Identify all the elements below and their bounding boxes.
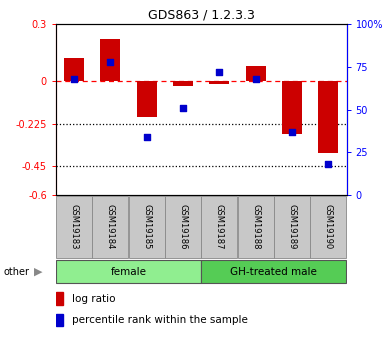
Text: percentile rank within the sample: percentile rank within the sample xyxy=(72,315,248,325)
Bar xyxy=(100,39,121,81)
Bar xyxy=(282,81,302,134)
Point xyxy=(180,105,186,111)
Text: other: other xyxy=(4,267,30,277)
Text: female: female xyxy=(110,267,147,277)
Text: GSM19187: GSM19187 xyxy=(215,204,224,249)
FancyBboxPatch shape xyxy=(56,196,92,258)
Point xyxy=(107,59,114,65)
Text: GSM19189: GSM19189 xyxy=(288,204,296,249)
Point xyxy=(289,129,295,135)
Text: GSM19190: GSM19190 xyxy=(324,204,333,249)
FancyBboxPatch shape xyxy=(92,196,128,258)
Text: log ratio: log ratio xyxy=(72,294,116,304)
Bar xyxy=(173,81,193,86)
FancyBboxPatch shape xyxy=(274,196,310,258)
Bar xyxy=(137,81,157,117)
Text: GH-treated male: GH-treated male xyxy=(230,267,317,277)
Text: ▶: ▶ xyxy=(34,267,42,277)
FancyBboxPatch shape xyxy=(310,196,346,258)
Point xyxy=(253,76,259,81)
Text: GSM19185: GSM19185 xyxy=(142,204,151,249)
Point xyxy=(144,134,150,140)
Text: GSM19183: GSM19183 xyxy=(69,204,79,249)
Bar xyxy=(56,292,63,305)
Point xyxy=(325,161,331,167)
Bar xyxy=(318,81,338,153)
Bar xyxy=(246,66,266,81)
Point xyxy=(216,69,223,75)
FancyBboxPatch shape xyxy=(201,196,237,258)
FancyBboxPatch shape xyxy=(165,196,201,258)
Bar xyxy=(56,314,63,326)
Bar xyxy=(209,81,229,84)
Text: GSM19186: GSM19186 xyxy=(179,204,187,249)
FancyBboxPatch shape xyxy=(238,196,274,258)
Text: GSM19188: GSM19188 xyxy=(251,204,260,249)
FancyBboxPatch shape xyxy=(129,196,165,258)
FancyBboxPatch shape xyxy=(56,260,201,283)
Bar xyxy=(64,58,84,81)
Title: GDS863 / 1.2.3.3: GDS863 / 1.2.3.3 xyxy=(148,9,254,22)
Point xyxy=(71,76,77,81)
FancyBboxPatch shape xyxy=(201,260,346,283)
Text: GSM19184: GSM19184 xyxy=(106,204,115,249)
